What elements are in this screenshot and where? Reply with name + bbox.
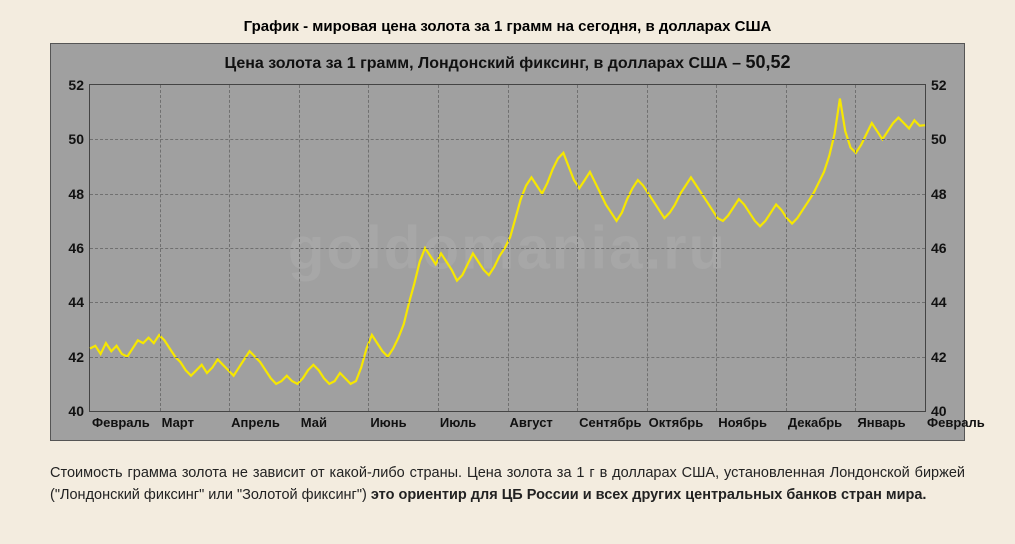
gridline-v: [368, 85, 369, 411]
ytick-right: 50: [931, 131, 947, 147]
ytick-left: 46: [68, 240, 84, 256]
gridline-v: [716, 85, 717, 411]
ytick-left: 50: [68, 131, 84, 147]
caption-bold: это ориентир для ЦБ России и всех других…: [371, 487, 927, 503]
chart-title-value: 50,52: [746, 52, 791, 72]
ytick-left: 48: [68, 186, 84, 202]
page-title: График - мировая цена золота за 1 грамм …: [0, 0, 1015, 43]
caption-text: Стоимость грамма золота не зависит от ка…: [50, 463, 965, 507]
ytick-right: 46: [931, 240, 947, 256]
xtick: Ноябрь: [718, 411, 767, 430]
gridline-v: [229, 85, 230, 411]
gridline-v: [786, 85, 787, 411]
ytick-left: 40: [68, 403, 84, 419]
ytick-right: 48: [931, 186, 947, 202]
ytick-right: 42: [931, 349, 947, 365]
gridline-v: [855, 85, 856, 411]
gridline-v: [508, 85, 509, 411]
xtick: Май: [301, 411, 327, 430]
gridline-v: [577, 85, 578, 411]
chart-container: Цена золота за 1 грамм, Лондонский фикси…: [50, 43, 965, 441]
xtick: Июль: [440, 411, 476, 430]
xtick: Январь: [857, 411, 905, 430]
xtick: Сентябрь: [579, 411, 641, 430]
gridline-v: [160, 85, 161, 411]
xtick: Февраль: [927, 411, 985, 430]
xtick: Декабрь: [788, 411, 842, 430]
xtick: Март: [162, 411, 194, 430]
ytick-right: 52: [931, 77, 947, 93]
gridline-v: [299, 85, 300, 411]
chart-title: Цена золота за 1 грамм, Лондонский фикси…: [51, 44, 964, 77]
ytick-right: 44: [931, 294, 947, 310]
xtick: Февраль: [92, 411, 150, 430]
xtick: Июнь: [370, 411, 406, 430]
ytick-left: 44: [68, 294, 84, 310]
chart-title-text: Цена золота за 1 грамм, Лондонский фикси…: [224, 55, 745, 72]
ytick-left: 42: [68, 349, 84, 365]
gridline-v: [647, 85, 648, 411]
plot-area: goldomania.ru 40404242444446464848505052…: [89, 84, 926, 412]
ytick-left: 52: [68, 77, 84, 93]
gridline-v: [438, 85, 439, 411]
xtick: Октябрь: [649, 411, 704, 430]
xtick: Август: [510, 411, 553, 430]
xtick: Апрель: [231, 411, 280, 430]
